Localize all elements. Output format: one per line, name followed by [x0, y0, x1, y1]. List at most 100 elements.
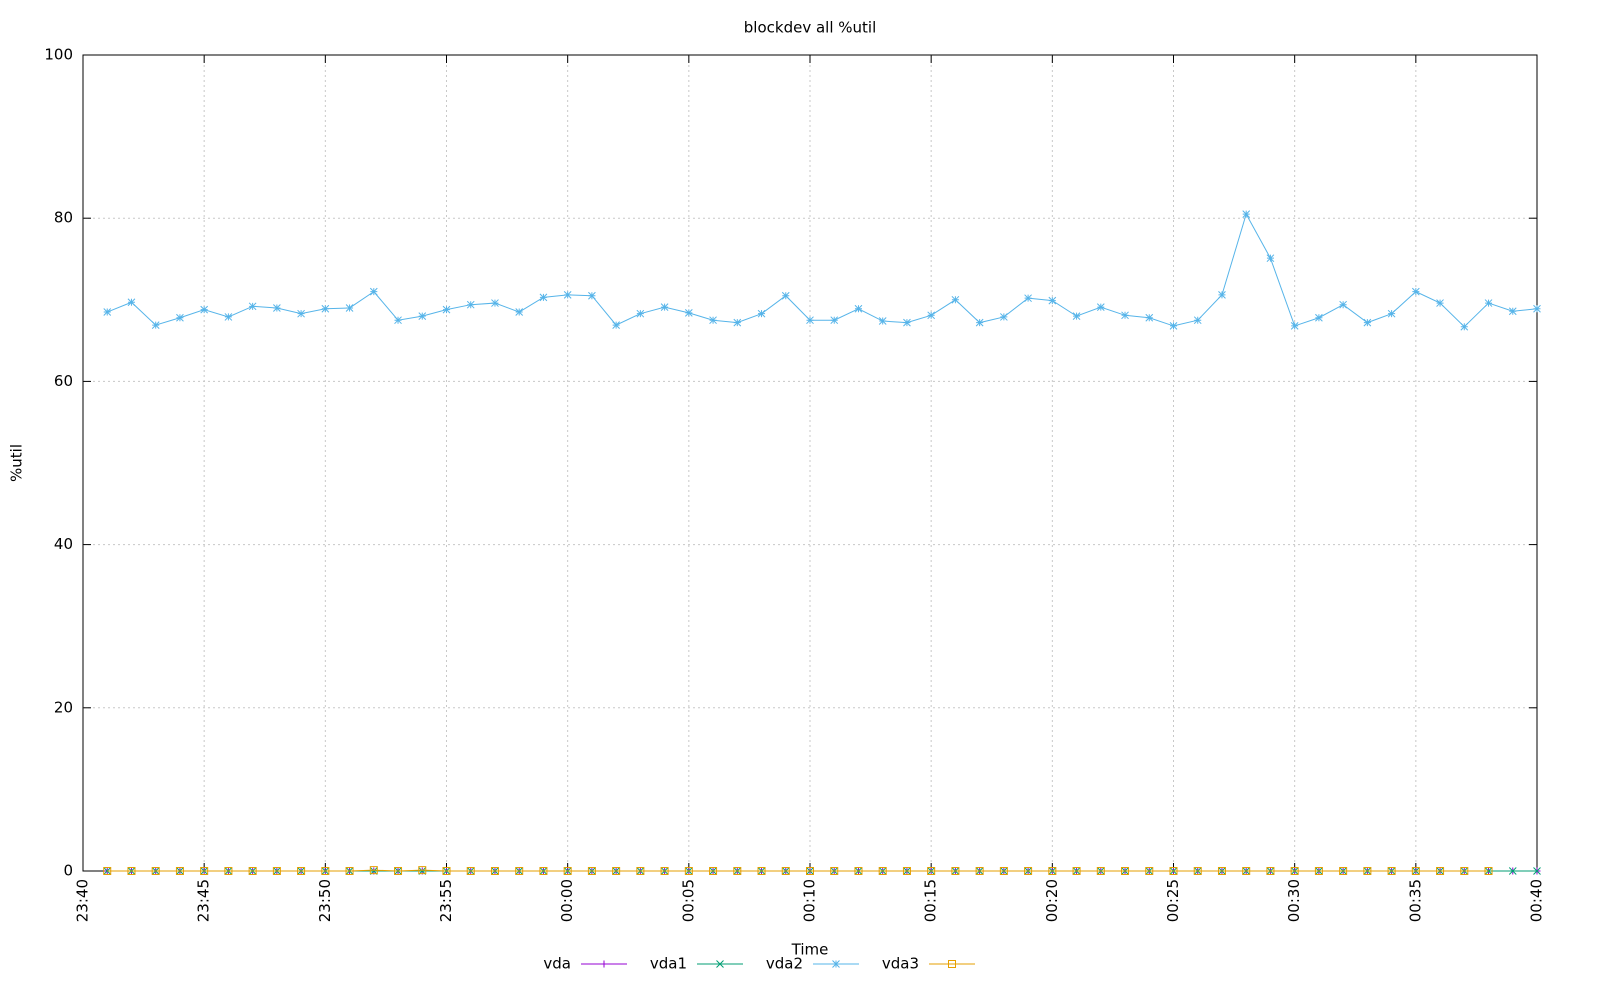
point-marker	[515, 867, 524, 875]
point-marker	[151, 867, 160, 875]
point-marker	[1339, 867, 1348, 875]
point-marker	[903, 318, 911, 327]
point-marker	[1048, 867, 1057, 875]
point-marker	[1508, 867, 1517, 875]
point-marker	[127, 867, 136, 875]
point-marker	[684, 309, 693, 317]
point-marker	[660, 867, 669, 875]
point-marker	[1217, 867, 1226, 875]
point-marker	[757, 309, 766, 318]
point-marker	[781, 867, 790, 875]
point-marker	[369, 287, 378, 296]
point-marker	[103, 867, 112, 875]
x-tick-label: 00:35	[1406, 879, 1424, 922]
point-marker	[636, 309, 645, 318]
point-marker	[1193, 867, 1202, 875]
point-marker	[1193, 316, 1202, 325]
point-marker	[418, 312, 427, 320]
x-tick-label: 00:30	[1285, 879, 1303, 922]
point-marker	[1460, 867, 1469, 875]
point-marker	[612, 867, 621, 875]
point-marker	[563, 291, 572, 299]
point-marker	[515, 308, 524, 316]
point-marker	[1024, 867, 1033, 875]
point-marker	[248, 302, 257, 311]
x-axis-label: Time	[791, 941, 829, 959]
point-marker	[854, 867, 863, 875]
point-marker	[1145, 867, 1154, 875]
point-marker	[854, 304, 863, 313]
point-marker	[1387, 867, 1396, 875]
point-marker	[1266, 254, 1275, 263]
point-marker	[806, 316, 814, 325]
point-marker	[781, 291, 790, 300]
point-marker	[466, 300, 475, 309]
x-tick-label: 00:00	[558, 879, 576, 922]
legend-marker	[600, 960, 608, 968]
point-marker	[1048, 296, 1057, 305]
point-marker	[176, 313, 184, 322]
point-marker	[1121, 311, 1129, 320]
point-marker	[1169, 322, 1178, 330]
point-marker	[1339, 300, 1347, 309]
point-marker	[636, 867, 645, 875]
x-tick-label: 00:05	[679, 879, 697, 922]
point-marker	[345, 867, 354, 875]
legend-marker	[716, 960, 724, 968]
point-marker	[394, 316, 402, 325]
point-marker	[1072, 867, 1081, 875]
point-marker	[1436, 299, 1444, 307]
point-marker	[224, 313, 233, 321]
point-marker	[733, 867, 742, 875]
point-marker	[1363, 867, 1372, 875]
point-marker	[539, 293, 548, 302]
point-marker	[1145, 313, 1154, 322]
point-marker	[1533, 304, 1541, 313]
point-marker	[1508, 307, 1517, 316]
legend-label: vda3	[882, 955, 919, 973]
point-marker	[1096, 303, 1105, 311]
x-tick-label: 00:15	[922, 879, 940, 922]
point-marker	[612, 321, 620, 329]
point-marker	[587, 867, 596, 875]
x-tick-label: 23:50	[316, 879, 334, 922]
y-tick-label: 40	[54, 535, 73, 553]
point-marker	[466, 867, 475, 875]
x-tick-label: 00:10	[801, 879, 819, 922]
point-marker	[442, 305, 451, 314]
point-marker	[975, 318, 984, 327]
point-marker	[321, 867, 330, 875]
point-marker	[878, 867, 887, 875]
point-marker	[491, 299, 499, 307]
series-line	[107, 869, 1489, 872]
point-marker	[709, 867, 718, 875]
point-marker	[660, 303, 669, 311]
point-marker	[1290, 322, 1299, 330]
point-marker	[878, 317, 887, 325]
x-tick-label: 23:55	[437, 879, 455, 922]
point-marker	[1387, 309, 1396, 318]
point-marker	[951, 867, 960, 875]
point-marker	[175, 867, 184, 875]
legend-label: vda	[543, 955, 571, 973]
point-marker	[539, 867, 548, 875]
point-marker	[757, 867, 766, 875]
point-marker	[127, 298, 136, 307]
point-marker	[272, 867, 281, 875]
point-marker	[1411, 287, 1420, 296]
point-marker	[1484, 867, 1493, 875]
y-tick-label: 60	[54, 372, 73, 390]
chart-title: blockdev all %util	[744, 19, 876, 37]
point-marker	[1169, 867, 1178, 875]
legend-label: vda1	[650, 955, 687, 973]
x-tick-label: 00:25	[1164, 879, 1182, 922]
point-marker	[200, 305, 209, 314]
point-marker	[1411, 867, 1420, 875]
point-marker	[1460, 322, 1469, 331]
point-marker	[1121, 867, 1130, 875]
point-marker	[927, 311, 936, 320]
point-marker	[733, 318, 742, 327]
plot-frame	[82, 54, 1538, 872]
point-marker	[200, 867, 209, 875]
